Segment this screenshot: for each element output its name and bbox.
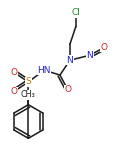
Text: CH₃: CH₃	[21, 90, 35, 99]
Text: O: O	[64, 85, 71, 94]
Text: Cl: Cl	[71, 8, 80, 17]
Text: O: O	[10, 87, 17, 96]
Text: N: N	[66, 56, 73, 65]
Text: S: S	[25, 77, 31, 86]
Text: HN: HN	[37, 66, 50, 75]
Text: O: O	[100, 43, 107, 52]
Text: N: N	[85, 51, 92, 60]
Text: O: O	[10, 68, 17, 77]
